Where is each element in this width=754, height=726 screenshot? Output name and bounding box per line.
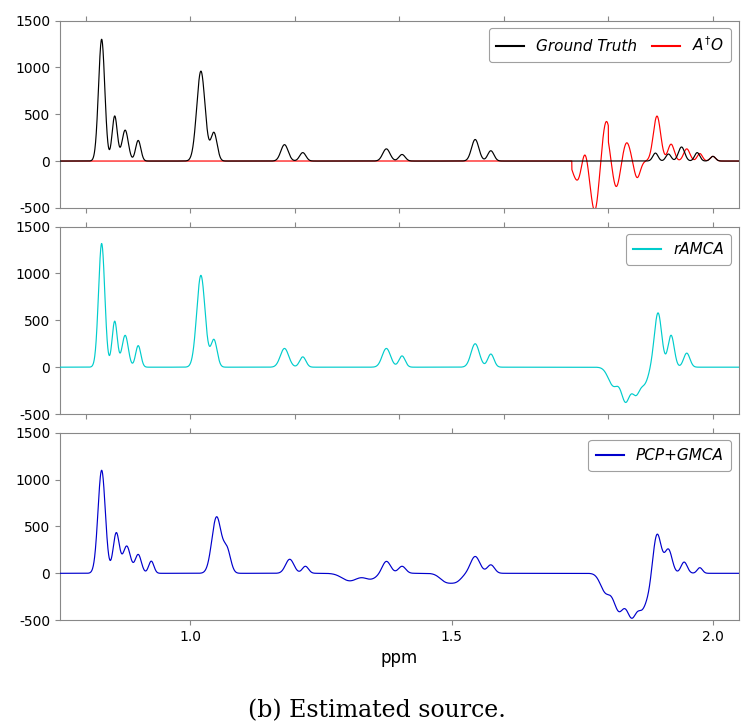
Legend: PCP+GMCA: PCP+GMCA: [588, 441, 731, 470]
Legend: Ground Truth, $A^{\dagger}O$: Ground Truth, $A^{\dagger}O$: [489, 28, 731, 62]
Legend: rAMCA: rAMCA: [626, 234, 731, 264]
Text: (b) Estimated source.: (b) Estimated source.: [248, 699, 506, 722]
X-axis label: ppm: ppm: [381, 650, 418, 667]
